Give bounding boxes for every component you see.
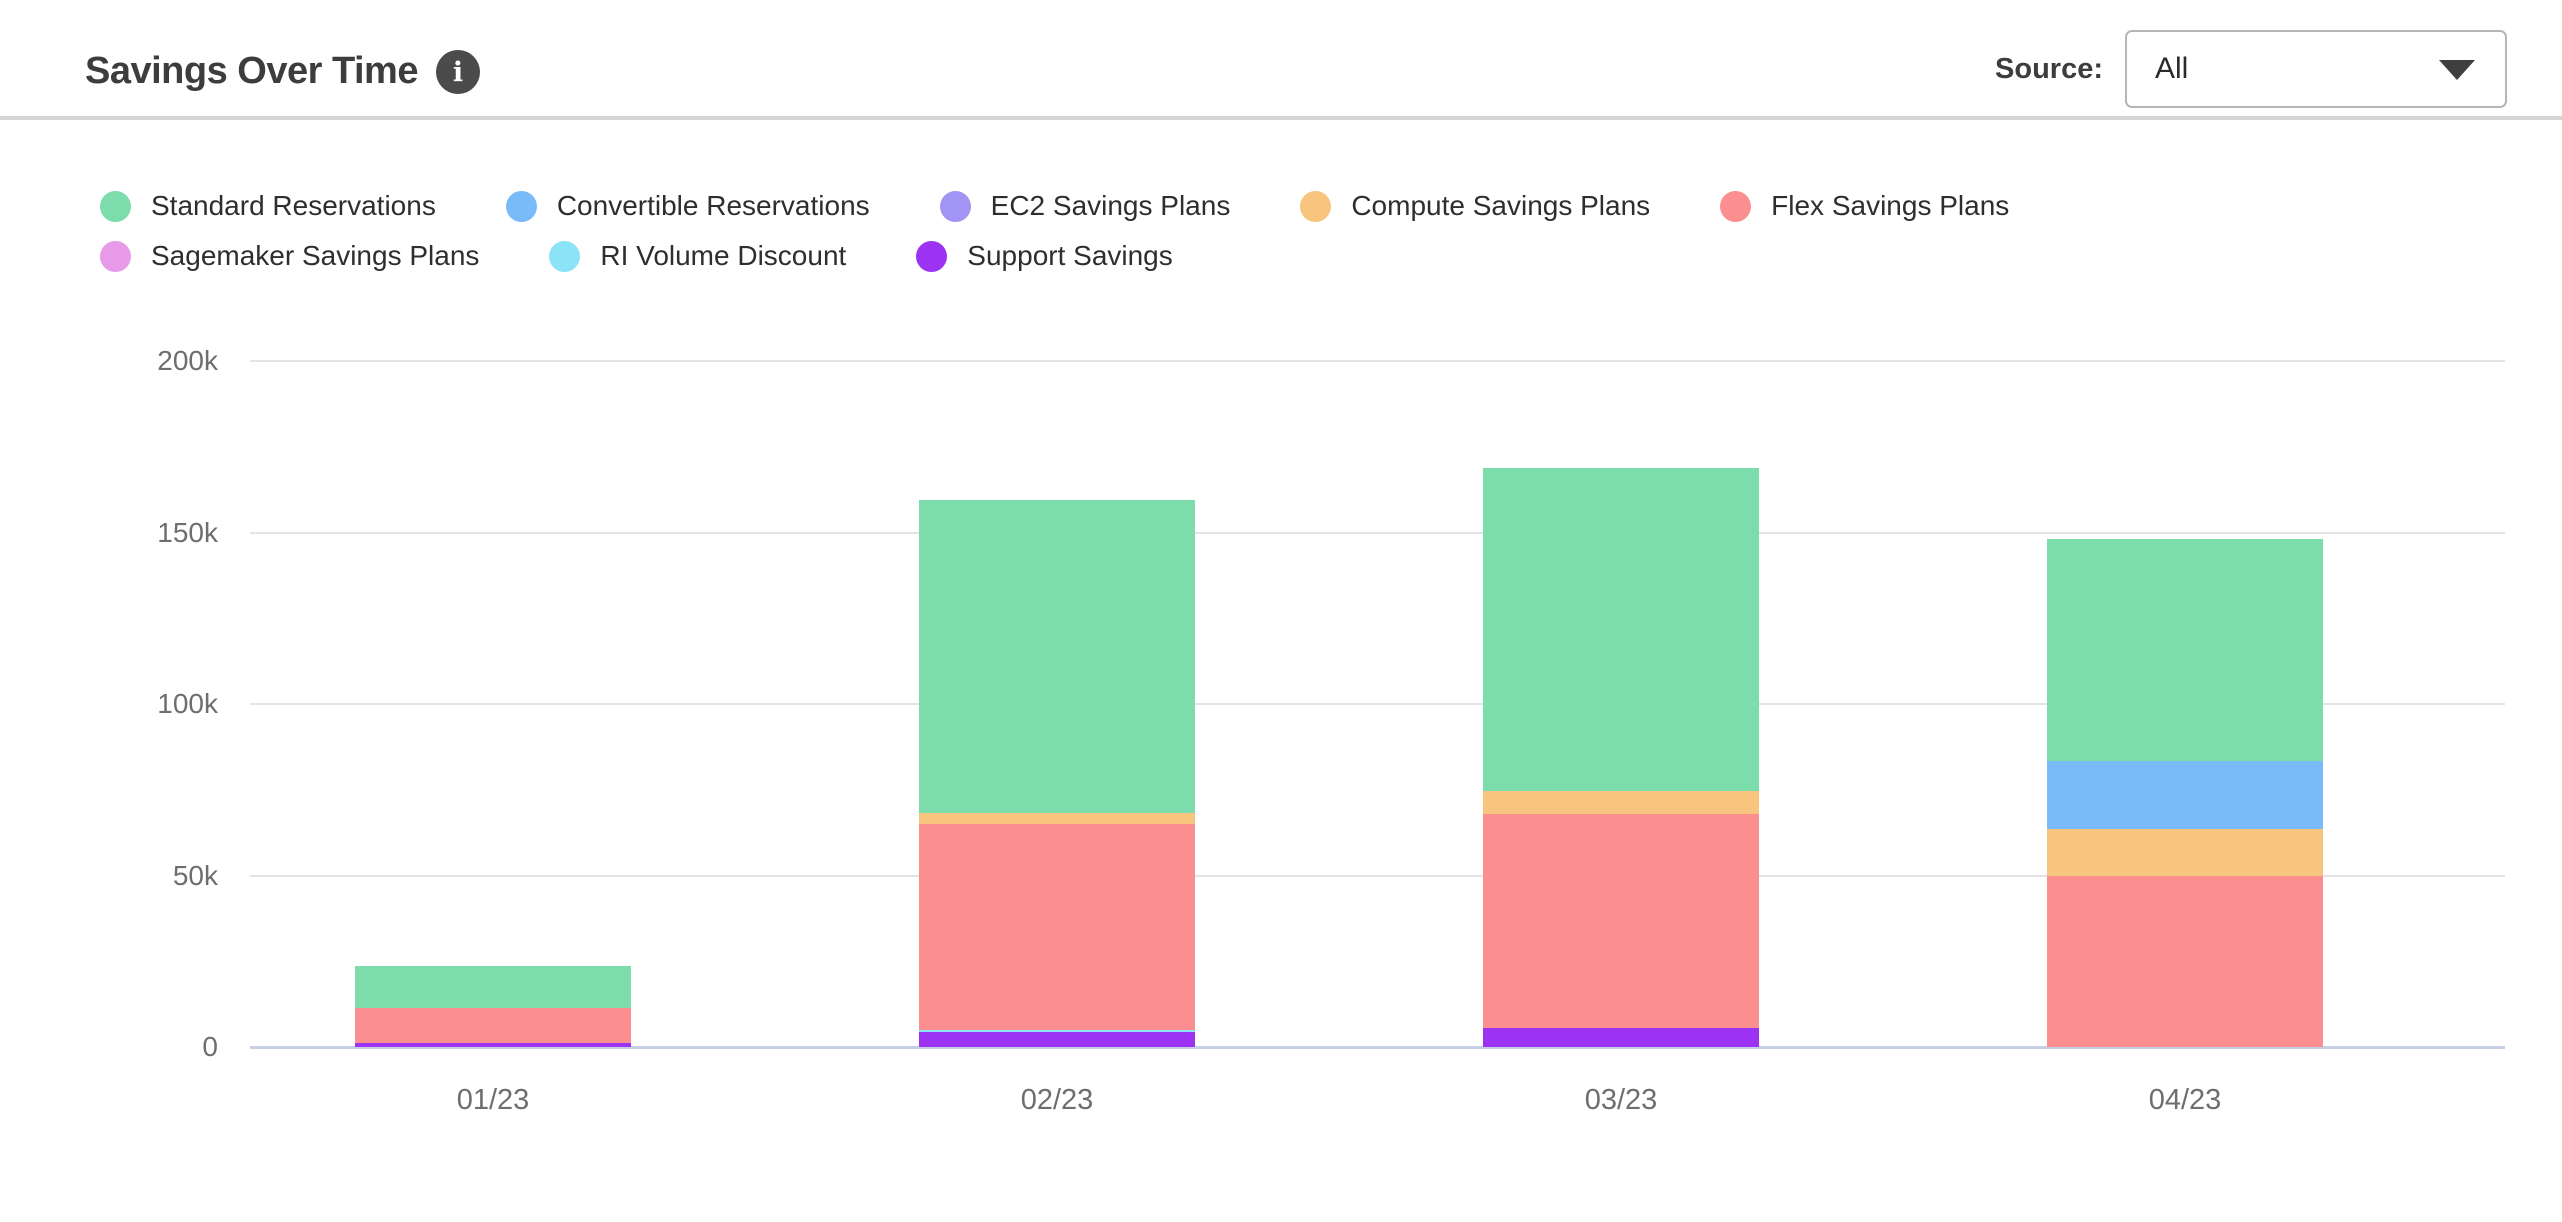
- bar-segment[interactable]: [355, 1008, 631, 1043]
- bar-segment[interactable]: [1483, 468, 1759, 791]
- gridline: [250, 703, 2505, 705]
- bar-segment[interactable]: [1483, 1028, 1759, 1047]
- bar-segment[interactable]: [2047, 539, 2323, 761]
- legend-item[interactable]: Sagemaker Savings Plans: [100, 238, 479, 274]
- legend-dot-icon: [939, 190, 971, 222]
- legend-dot-icon: [916, 240, 948, 272]
- x-axis-tick-label: 01/23: [456, 1084, 530, 1116]
- legend-dot-icon: [1300, 190, 1332, 222]
- x-axis-tick-label: 03/23: [1584, 1084, 1658, 1116]
- legend-label: Compute Savings Plans: [1351, 190, 1651, 221]
- bar-segment[interactable]: [355, 1043, 631, 1047]
- header-divider: [0, 116, 2562, 120]
- x-axis-tick-label: 02/23: [1020, 1084, 1094, 1116]
- y-axis-tick-label: 100k: [157, 688, 218, 719]
- legend-dot-icon: [549, 240, 581, 272]
- legend-label: Convertible Reservations: [556, 190, 870, 221]
- legend-dot-icon: [100, 240, 131, 272]
- y-axis-tick-label: 50k: [172, 859, 218, 891]
- bar-segment[interactable]: [919, 1032, 1195, 1047]
- bar-segment[interactable]: [2047, 761, 2323, 829]
- legend-item[interactable]: Standard Reservations: [100, 188, 436, 224]
- y-axis-tick-label: 0: [202, 1031, 218, 1062]
- legend-item[interactable]: EC2 Savings Plans: [939, 188, 1231, 224]
- legend-item[interactable]: Support Savings: [916, 238, 1173, 274]
- gridline: [250, 874, 2505, 877]
- source-dropdown-value: All: [2155, 52, 2189, 85]
- chart-legend: Standard Reservations Convertible Reserva…: [100, 188, 2380, 274]
- bar-segment[interactable]: [1483, 791, 1759, 814]
- legend-label: Support Savings: [967, 240, 1173, 271]
- gridline: [250, 360, 2505, 362]
- source-control: Source: All: [1995, 30, 2507, 108]
- page-title: Savings Over Time: [85, 50, 418, 92]
- legend-item[interactable]: Convertible Reservations: [505, 188, 870, 224]
- bar-segment[interactable]: [919, 824, 1195, 1030]
- bar-segment[interactable]: [355, 966, 631, 1008]
- legend-label: EC2 Savings Plans: [990, 190, 1231, 221]
- bar-segment[interactable]: [2047, 876, 2323, 1047]
- legend-label: Flex Savings Plans: [1771, 190, 2010, 221]
- legend-dot-icon: [100, 190, 131, 222]
- y-axis-tick-label: 150k: [157, 516, 218, 548]
- legend-item[interactable]: Compute Savings Plans: [1300, 188, 1650, 224]
- bar-segment[interactable]: [919, 813, 1195, 824]
- legend-item[interactable]: Flex Savings Plans: [1720, 188, 2009, 224]
- x-axis-tick-label: 04/23: [2148, 1084, 2222, 1116]
- bar-segment[interactable]: [919, 1030, 1195, 1032]
- legend-label: Standard Reservations: [151, 190, 436, 221]
- legend-label: Sagemaker Savings Plans: [151, 240, 480, 271]
- y-axis-tick-label: 200k: [157, 345, 218, 376]
- info-icon[interactable]: i: [436, 50, 480, 94]
- bar-segment[interactable]: [2047, 829, 2323, 876]
- legend-dot-icon: [505, 190, 537, 222]
- info-icon-glyph: i: [452, 56, 464, 88]
- legend-label: RI Volume Discount: [600, 240, 847, 271]
- legend-dot-icon: [1720, 190, 1752, 222]
- bar-segment[interactable]: [1483, 814, 1759, 1028]
- bar-segment[interactable]: [919, 500, 1195, 813]
- legend-item[interactable]: RI Volume Discount: [549, 238, 846, 274]
- chevron-down-icon: [2439, 60, 2475, 80]
- source-dropdown[interactable]: All: [2125, 30, 2507, 108]
- source-label: Source:: [1995, 52, 2103, 85]
- x-axis-line: [250, 1046, 2505, 1049]
- gridline: [250, 531, 2505, 534]
